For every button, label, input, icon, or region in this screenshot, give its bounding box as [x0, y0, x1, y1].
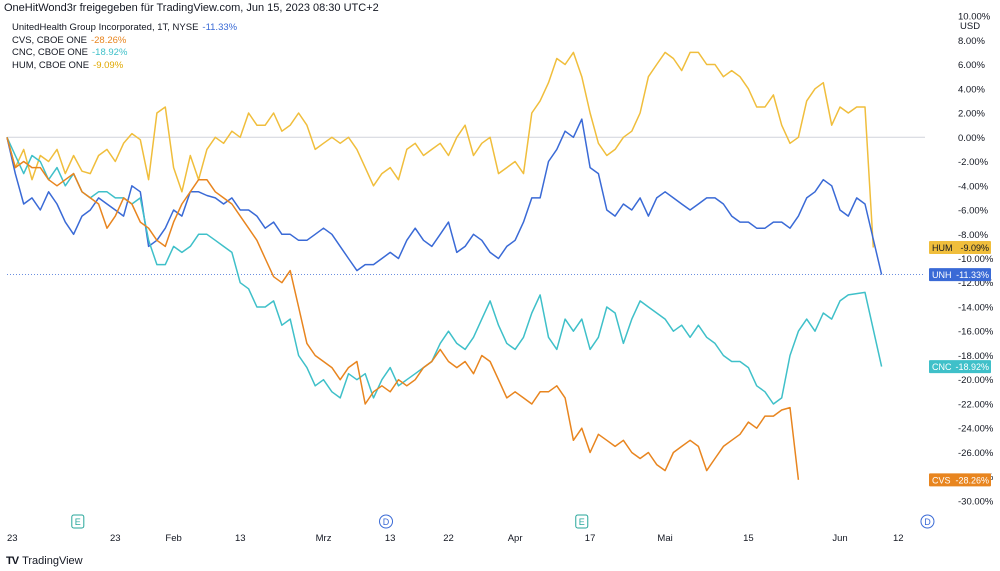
legend-value: -28.26% — [90, 34, 127, 46]
y-tick-label: -2.00% — [958, 157, 989, 168]
tradingview-logo-icon: TV — [6, 555, 19, 567]
legend-row-hum[interactable]: HUM, CBOE ONE -9.09% — [12, 60, 237, 73]
brand-text: TradingView — [22, 555, 83, 567]
last-value-number: -18.92% — [955, 362, 989, 372]
share-header: OneHitWond3r freigegeben für TradingView… — [4, 2, 379, 14]
y-tick-label: 4.00% — [958, 84, 985, 95]
x-tick-label: 13 — [385, 533, 396, 544]
y-tick-label: -26.00% — [958, 448, 994, 459]
last-value-tag-hum: HUM -9.09% — [929, 240, 991, 254]
y-tick-label: 0.00% — [958, 133, 985, 144]
earnings-marker-icon[interactable]: E — [575, 514, 589, 529]
y-tick-label: -14.00% — [958, 302, 994, 313]
y-tick-label: 6.00% — [958, 60, 985, 71]
event-marker-label: E — [75, 517, 81, 527]
last-value-tag-unh: UNH -11.33% — [929, 268, 991, 282]
currency-label: USD — [960, 21, 980, 32]
legend-name: CNC, CBOE ONE — [12, 47, 89, 58]
y-tick-label: -30.00% — [958, 496, 994, 507]
legend-row-cnc[interactable]: CNC, CBOE ONE -18.92% — [12, 47, 237, 60]
event-marker-label: E — [579, 517, 585, 527]
event-marker-label: D — [924, 517, 931, 527]
legend-row-cvs[interactable]: CVS, CBOE ONE -28.26% — [12, 35, 237, 48]
series-line-cvs — [6, 137, 800, 480]
series-lines — [6, 51, 883, 480]
legend-value: -9.09% — [93, 59, 124, 71]
y-tick-label: 8.00% — [958, 36, 985, 47]
last-value-symbol: HUM — [932, 243, 953, 253]
dividend-marker-icon[interactable]: D — [920, 514, 935, 529]
x-tick-label: Apr — [508, 533, 523, 544]
x-tick-label: 22 — [443, 533, 454, 544]
x-tick-label: Feb — [165, 533, 181, 544]
y-tick-label: -10.00% — [958, 254, 994, 265]
last-value-tag-cnc: CNC -18.92% — [929, 360, 991, 374]
series-line-unh — [6, 118, 883, 275]
x-tick-label: Mrz — [316, 533, 332, 544]
last-value-tag-cvs: CVS -28.26% — [929, 473, 991, 487]
last-value-symbol: UNH — [932, 270, 952, 280]
last-value-symbol: CNC — [932, 362, 952, 372]
x-tick-label: 17 — [585, 533, 596, 544]
series-legend: UnitedHealth Group Incorporated, 1T, NYS… — [12, 22, 237, 72]
y-tick-label: -22.00% — [958, 399, 994, 410]
legend-name: HUM, CBOE ONE — [12, 59, 90, 71]
y-tick-label: -12.00% — [958, 278, 994, 289]
last-value-labels: HUM -9.09% UNH -11.33% CNC -18.92% CVS -28.26% — [929, 240, 991, 487]
y-tick-label: -18.00% — [958, 351, 994, 362]
y-tick-label: -4.00% — [958, 181, 989, 192]
last-value-number: -11.33% — [956, 270, 989, 280]
y-tick-label: -6.00% — [958, 206, 989, 217]
last-value-symbol: CVS — [932, 475, 951, 485]
x-tick-label: 15 — [743, 533, 754, 544]
dividend-marker-icon[interactable]: D — [379, 514, 394, 529]
last-value-number: -28.26% — [955, 475, 989, 485]
legend-value: -18.92% — [92, 47, 128, 58]
x-tick-label: Mai — [657, 533, 672, 544]
x-tick-label: 12 — [893, 533, 904, 544]
tradingview-branding[interactable]: TV TradingView — [6, 555, 83, 567]
y-tick-label: 2.00% — [958, 109, 985, 120]
y-tick-label: -20.00% — [958, 375, 994, 386]
time-axis[interactable]: 23 23 Feb 13 Mrz 13 22 Apr 17 Mai 15 Jun 12 — [7, 533, 904, 544]
x-tick-label: 23 — [110, 533, 121, 544]
y-tick-label: -8.00% — [958, 230, 989, 241]
zero-line-layer — [7, 136, 925, 276]
legend-name: CVS, CBOE ONE — [12, 34, 87, 46]
price-axis[interactable]: 10.00% 8.00% 6.00% 4.00% 2.00% 0.00% -2.00% -4.… — [958, 12, 994, 508]
y-tick-label: -24.00% — [958, 424, 994, 435]
series-line-cnc — [6, 136, 883, 405]
legend-name: UnitedHealth Group Incorporated, 1T, NYS… — [12, 22, 199, 33]
event-marker-label: D — [383, 517, 390, 527]
earnings-marker-icon[interactable]: E — [71, 514, 85, 529]
legend-row-unh[interactable]: UnitedHealth Group Incorporated, 1T, NYS… — [12, 22, 237, 35]
y-tick-label: -16.00% — [958, 327, 994, 338]
x-tick-label: 13 — [235, 533, 246, 544]
y-tick-label: 10.00% — [958, 12, 991, 23]
legend-value: -11.33% — [202, 22, 238, 33]
series-line-hum — [6, 51, 875, 248]
x-tick-label: Jun — [832, 533, 847, 544]
last-value-number: -9.09% — [960, 243, 989, 253]
x-tick-label: 23 — [7, 533, 18, 544]
